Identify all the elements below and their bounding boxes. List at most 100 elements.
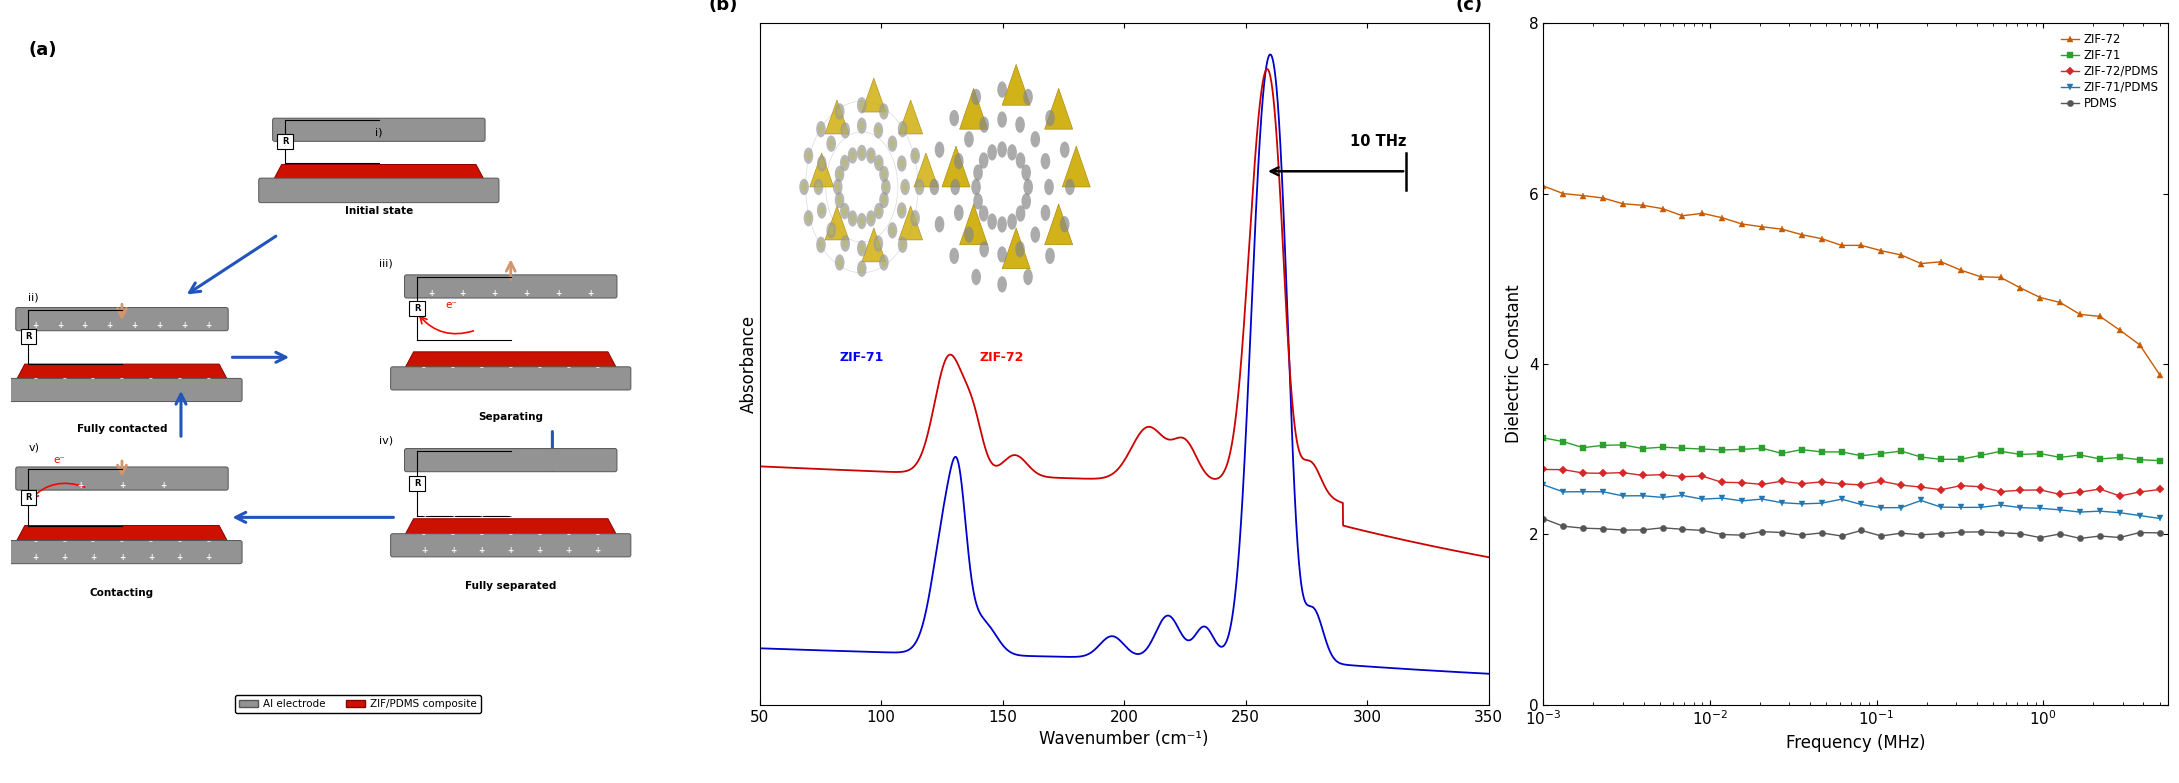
Text: iii): iii) bbox=[379, 258, 392, 269]
ZIF-72/PDMS bbox=[1828, 479, 1854, 489]
ZIF-72 bbox=[1530, 181, 1556, 190]
ZIF-71/PDMS bbox=[2046, 505, 2072, 514]
Polygon shape bbox=[397, 518, 625, 551]
ZIF-72 bbox=[1789, 230, 1815, 240]
X-axis label: Frequency (MHz): Frequency (MHz) bbox=[1787, 734, 1926, 752]
Text: +: + bbox=[567, 511, 571, 520]
ZIF-71 bbox=[1769, 449, 1795, 458]
Bar bbox=[20, 490, 35, 505]
ZIF-72/PDMS bbox=[1948, 481, 1974, 490]
Text: –: – bbox=[179, 536, 181, 546]
ZIF-71/PDMS bbox=[1530, 480, 1556, 489]
Text: +: + bbox=[449, 511, 455, 520]
ZIF-72/PDMS bbox=[2146, 485, 2172, 494]
ZIF-71 bbox=[1867, 449, 1894, 458]
Bar bbox=[410, 301, 425, 316]
Text: +: + bbox=[523, 289, 529, 298]
PDMS bbox=[1828, 532, 1854, 541]
Text: –: – bbox=[120, 536, 124, 546]
ZIF-71 bbox=[2046, 453, 2072, 462]
ZIF-72/PDMS bbox=[2068, 487, 2094, 496]
Text: –: – bbox=[567, 363, 571, 372]
ZIF-72/PDMS bbox=[1610, 468, 1636, 478]
Text: +: + bbox=[120, 481, 124, 490]
Y-axis label: Dielectric Constant: Dielectric Constant bbox=[1506, 285, 1523, 443]
ZIF-71 bbox=[1948, 455, 1974, 464]
PDMS bbox=[1689, 525, 1715, 535]
ZIF-71 bbox=[2068, 450, 2094, 460]
Text: –: – bbox=[207, 374, 211, 384]
Text: +: + bbox=[479, 511, 486, 520]
ZIF-72 bbox=[1750, 222, 1776, 232]
PDMS bbox=[1948, 528, 1974, 537]
ZIF-71/PDMS bbox=[2107, 508, 2133, 518]
ZIF-71/PDMS bbox=[2068, 507, 2094, 517]
ZIF-72/PDMS bbox=[1530, 465, 1556, 474]
Text: +: + bbox=[33, 322, 39, 330]
Text: +: + bbox=[205, 322, 211, 330]
Text: Fully separated: Fully separated bbox=[464, 581, 556, 590]
Text: iv): iv) bbox=[379, 436, 392, 446]
ZIF-71 bbox=[2007, 449, 2033, 459]
PDMS bbox=[1769, 528, 1795, 537]
Text: +: + bbox=[57, 322, 63, 330]
PDMS bbox=[2146, 529, 2172, 538]
Text: +: + bbox=[556, 289, 562, 298]
PDMS bbox=[1909, 530, 1935, 539]
Text: +: + bbox=[157, 322, 161, 330]
ZIF-71 bbox=[1928, 455, 1955, 464]
ZIF-72/PDMS bbox=[1549, 465, 1575, 474]
ZIF-71/PDMS bbox=[1650, 493, 1676, 502]
ZIF-71 bbox=[1909, 453, 1935, 462]
Text: +: + bbox=[81, 322, 87, 330]
ZIF-71/PDMS bbox=[1848, 500, 1874, 509]
FancyBboxPatch shape bbox=[15, 467, 229, 490]
Y-axis label: Absorbance: Absorbance bbox=[741, 315, 758, 413]
X-axis label: Wavenumber (cm⁻¹): Wavenumber (cm⁻¹) bbox=[1039, 730, 1209, 748]
Text: +: + bbox=[595, 511, 601, 520]
ZIF-72 bbox=[1867, 246, 1894, 255]
ZIF-72 bbox=[1828, 240, 1854, 250]
Text: –: – bbox=[179, 374, 181, 384]
Text: +: + bbox=[460, 289, 466, 298]
Text: –: – bbox=[92, 374, 96, 384]
Text: –: – bbox=[207, 536, 211, 546]
ZIF-72 bbox=[1968, 272, 1994, 281]
Text: +: + bbox=[536, 547, 543, 555]
ZIF-72/PDMS bbox=[1689, 471, 1715, 481]
Text: +: + bbox=[61, 553, 68, 562]
ZIF-72 bbox=[1669, 211, 1695, 221]
PDMS bbox=[1571, 524, 1597, 533]
Text: –: – bbox=[595, 530, 599, 539]
ZIF-72/PDMS bbox=[1928, 485, 1955, 494]
ZIF-72 bbox=[1728, 219, 1754, 229]
ZIF-71/PDMS bbox=[2146, 514, 2172, 523]
Bar bbox=[277, 134, 292, 150]
ZIF-72 bbox=[2127, 340, 2153, 349]
ZIF-71/PDMS bbox=[1571, 487, 1597, 496]
ZIF-71/PDMS bbox=[1769, 498, 1795, 507]
ZIF-71/PDMS bbox=[2087, 507, 2114, 516]
ZIF-71/PDMS bbox=[1549, 487, 1575, 496]
ZIF-72/PDMS bbox=[1728, 478, 1754, 487]
ZIF-72 bbox=[1809, 234, 1835, 244]
Text: i): i) bbox=[375, 128, 384, 138]
ZIF-71/PDMS bbox=[1789, 499, 1815, 508]
FancyBboxPatch shape bbox=[2, 378, 242, 402]
ZIF-71 bbox=[1591, 441, 1617, 450]
Text: +: + bbox=[176, 553, 183, 562]
PDMS bbox=[1809, 529, 1835, 538]
FancyBboxPatch shape bbox=[405, 449, 617, 471]
Text: (b): (b) bbox=[708, 0, 739, 14]
ZIF-72 bbox=[1848, 240, 1874, 250]
FancyBboxPatch shape bbox=[272, 118, 486, 142]
Text: –: – bbox=[538, 530, 543, 539]
ZIF-71 bbox=[1848, 451, 1874, 460]
Text: +: + bbox=[588, 289, 593, 298]
Text: (a): (a) bbox=[28, 41, 57, 59]
PDMS bbox=[2046, 529, 2072, 539]
ZIF-72/PDMS bbox=[1867, 477, 1894, 486]
PDMS bbox=[1530, 514, 1556, 523]
ZIF-72 bbox=[1948, 265, 1974, 275]
ZIF-71/PDMS bbox=[2026, 503, 2053, 513]
